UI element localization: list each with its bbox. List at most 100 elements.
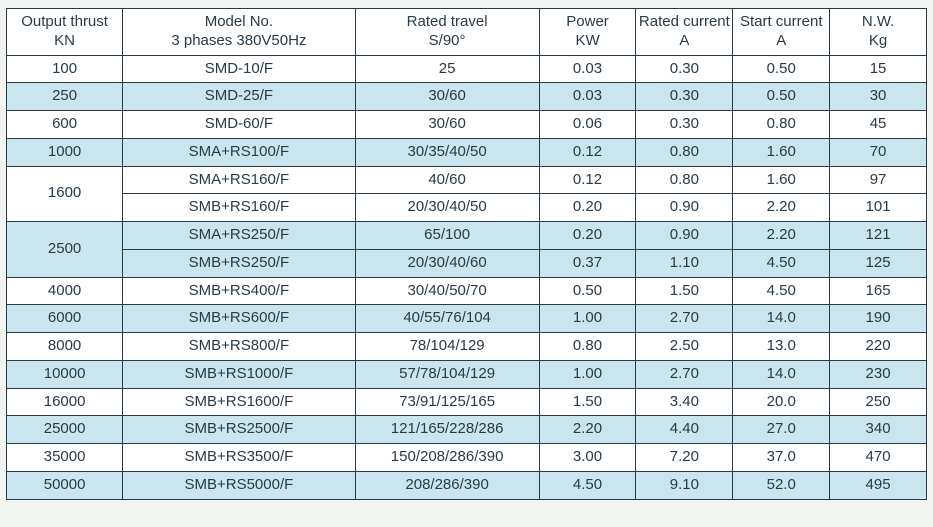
cell-thrust: 8000 xyxy=(7,333,123,361)
col-header-top: N.W. xyxy=(832,13,924,32)
cell: 30 xyxy=(830,83,927,111)
cell: 0.90 xyxy=(636,194,733,222)
cell: 2.20 xyxy=(733,194,830,222)
cell: 9.10 xyxy=(636,471,733,499)
cell: 97 xyxy=(830,166,927,194)
cell: 1.00 xyxy=(539,360,636,388)
cell: 57/78/104/129 xyxy=(355,360,539,388)
cell: 20/30/40/50 xyxy=(355,194,539,222)
cell: SMB+RS250/F xyxy=(123,249,355,277)
table-row: 250SMD-25/F30/600.030.300.5030 xyxy=(7,83,927,111)
cell: 1.10 xyxy=(636,249,733,277)
cell: 20.0 xyxy=(733,388,830,416)
table-row: 1600SMA+RS160/F40/600.120.801.6097 xyxy=(7,166,927,194)
col-header-3: PowerKW xyxy=(539,9,636,56)
cell: SMB+RS400/F xyxy=(123,277,355,305)
cell: SMD-60/F xyxy=(123,111,355,139)
cell-thrust: 1600 xyxy=(7,166,123,222)
cell: 0.80 xyxy=(539,333,636,361)
table-row: 8000SMB+RS800/F78/104/1290.802.5013.0220 xyxy=(7,333,927,361)
cell: 78/104/129 xyxy=(355,333,539,361)
table-row: 50000SMB+RS5000/F208/286/3904.509.1052.0… xyxy=(7,471,927,499)
cell: 0.90 xyxy=(636,222,733,250)
table-row: 600SMD-60/F30/600.060.300.8045 xyxy=(7,111,927,139)
col-header-5: Start currentA xyxy=(733,9,830,56)
cell: 470 xyxy=(830,444,927,472)
cell: 0.50 xyxy=(539,277,636,305)
cell: 70 xyxy=(830,138,927,166)
cell: 0.37 xyxy=(539,249,636,277)
cell-thrust: 10000 xyxy=(7,360,123,388)
cell: 15 xyxy=(830,55,927,83)
cell: SMB+RS1000/F xyxy=(123,360,355,388)
cell: 0.80 xyxy=(636,166,733,194)
cell: SMB+RS160/F xyxy=(123,194,355,222)
cell: 230 xyxy=(830,360,927,388)
cell: 3.40 xyxy=(636,388,733,416)
cell: 220 xyxy=(830,333,927,361)
cell: 0.30 xyxy=(636,55,733,83)
cell: SMB+RS600/F xyxy=(123,305,355,333)
table-row: 4000SMB+RS400/F30/40/50/700.501.504.5016… xyxy=(7,277,927,305)
cell: 2.20 xyxy=(733,222,830,250)
cell: 101 xyxy=(830,194,927,222)
cell: 0.30 xyxy=(636,83,733,111)
col-header-bottom: A xyxy=(735,32,827,51)
cell-thrust: 100 xyxy=(7,55,123,83)
cell: 2.70 xyxy=(636,360,733,388)
cell: 40/55/76/104 xyxy=(355,305,539,333)
cell: 30/35/40/50 xyxy=(355,138,539,166)
cell: 73/91/125/165 xyxy=(355,388,539,416)
table-header-row: Output thrustKNModel No.3 phases 380V50H… xyxy=(7,9,927,56)
table-row: 1000SMA+RS100/F30/35/40/500.120.801.6070 xyxy=(7,138,927,166)
col-header-top: Rated travel xyxy=(358,13,537,32)
cell: 190 xyxy=(830,305,927,333)
cell-thrust: 16000 xyxy=(7,388,123,416)
col-header-bottom: KW xyxy=(542,32,634,51)
cell-thrust: 2500 xyxy=(7,222,123,278)
table-row: 25000SMB+RS2500/F121/165/228/2862.204.40… xyxy=(7,416,927,444)
cell: 2.70 xyxy=(636,305,733,333)
cell: 4.50 xyxy=(539,471,636,499)
cell: 1.60 xyxy=(733,166,830,194)
cell: 13.0 xyxy=(733,333,830,361)
cell: 0.20 xyxy=(539,222,636,250)
col-header-bottom: Kg xyxy=(832,32,924,51)
cell: 0.20 xyxy=(539,194,636,222)
col-header-bottom: 3 phases 380V50Hz xyxy=(125,32,352,51)
cell: 1.50 xyxy=(539,388,636,416)
cell: 165 xyxy=(830,277,927,305)
cell-thrust: 25000 xyxy=(7,416,123,444)
cell: 0.50 xyxy=(733,83,830,111)
col-header-top: Output thrust xyxy=(9,13,120,32)
cell: 52.0 xyxy=(733,471,830,499)
table-row: 10000SMB+RS1000/F57/78/104/1291.002.7014… xyxy=(7,360,927,388)
cell: 1.60 xyxy=(733,138,830,166)
col-header-bottom: A xyxy=(638,32,730,51)
cell-thrust: 35000 xyxy=(7,444,123,472)
cell: SMB+RS1600/F xyxy=(123,388,355,416)
cell: 3.00 xyxy=(539,444,636,472)
cell: 250 xyxy=(830,388,927,416)
cell: 121 xyxy=(830,222,927,250)
cell: 25 xyxy=(355,55,539,83)
cell: 14.0 xyxy=(733,360,830,388)
cell-thrust: 6000 xyxy=(7,305,123,333)
table-row: 6000SMB+RS600/F40/55/76/1041.002.7014.01… xyxy=(7,305,927,333)
col-header-top: Power xyxy=(542,13,634,32)
cell: 1.00 xyxy=(539,305,636,333)
cell: 0.30 xyxy=(636,111,733,139)
cell-thrust: 1000 xyxy=(7,138,123,166)
cell: 150/208/286/390 xyxy=(355,444,539,472)
cell-thrust: 4000 xyxy=(7,277,123,305)
table-row: 35000SMB+RS3500/F150/208/286/3903.007.20… xyxy=(7,444,927,472)
cell: 340 xyxy=(830,416,927,444)
cell: SMB+RS800/F xyxy=(123,333,355,361)
cell: SMB+RS3500/F xyxy=(123,444,355,472)
cell: 45 xyxy=(830,111,927,139)
cell: SMA+RS250/F xyxy=(123,222,355,250)
col-header-6: N.W.Kg xyxy=(830,9,927,56)
cell: 1.50 xyxy=(636,277,733,305)
spec-table: Output thrustKNModel No.3 phases 380V50H… xyxy=(6,8,927,500)
cell: 4.50 xyxy=(733,277,830,305)
